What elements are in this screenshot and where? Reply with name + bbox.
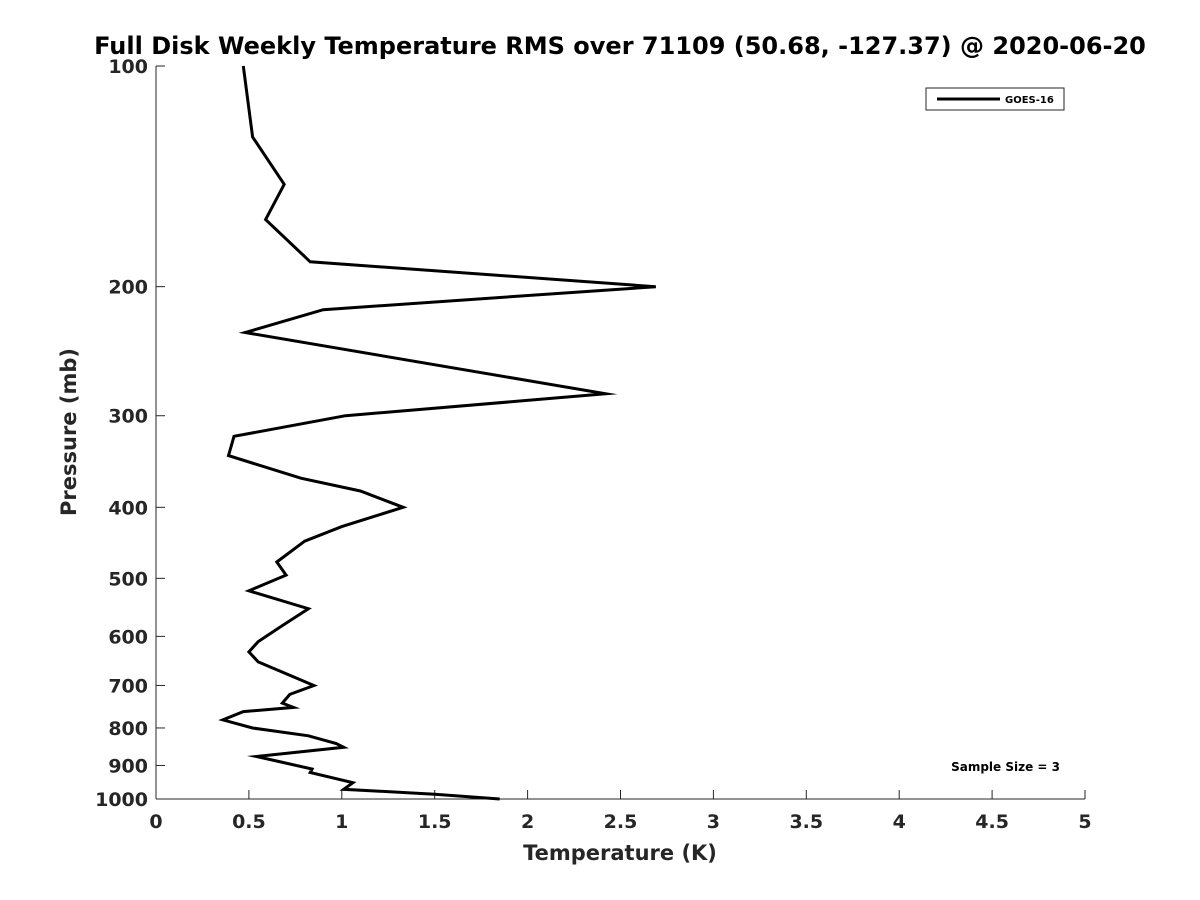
x-tick-label: 1 bbox=[335, 811, 348, 833]
legend: GOES-16 bbox=[925, 87, 1065, 111]
y-tick-label: 200 bbox=[108, 277, 148, 299]
x-tick-label: 2.5 bbox=[604, 811, 638, 833]
x-tick-label: 0.5 bbox=[232, 811, 266, 833]
series-line-goes-16 bbox=[218, 65, 656, 801]
x-tick-label: 2 bbox=[521, 811, 534, 833]
x-tick-label: 4.5 bbox=[975, 811, 1009, 833]
plot-area: 0 0.5 1 1.5 2 2.5 3 3.5 4 4.5 5 100 200 300 400 500 600… bbox=[95, 56, 1092, 833]
x-axis-ticks: 0 0.5 1 1.5 2 2.5 3 3.5 4 4.5 5 bbox=[149, 790, 1092, 833]
x-tick-label: 3 bbox=[707, 811, 720, 833]
y-tick-label: 1000 bbox=[95, 789, 148, 811]
x-tick-label: 5 bbox=[1078, 811, 1091, 833]
sample-size-annotation: Sample Size = 3 bbox=[951, 760, 1060, 774]
legend-label-goes-16: GOES-16 bbox=[1005, 95, 1054, 106]
series-layer bbox=[218, 65, 656, 801]
x-tick-label: 4 bbox=[893, 811, 906, 833]
x-tick-label: 3.5 bbox=[789, 811, 823, 833]
y-tick-label: 800 bbox=[108, 718, 148, 740]
y-tick-label: 900 bbox=[108, 755, 148, 777]
x-tick-label: 1.5 bbox=[418, 811, 452, 833]
y-axis-ticks: 100 200 300 400 500 600 700 800 900 1000 bbox=[95, 56, 165, 811]
y-tick-label: 700 bbox=[108, 675, 148, 697]
x-tick-label: 0 bbox=[149, 811, 162, 833]
y-tick-label: 500 bbox=[108, 568, 148, 590]
y-tick-label: 100 bbox=[108, 56, 148, 78]
x-axis-label: Temperature (K) bbox=[523, 841, 717, 865]
y-tick-label: 600 bbox=[108, 626, 148, 648]
y-tick-label: 300 bbox=[108, 406, 148, 428]
y-axis-label: Pressure (mb) bbox=[57, 348, 81, 516]
chart-title: Full Disk Weekly Temperature RMS over 71… bbox=[94, 32, 1146, 60]
y-tick-label: 400 bbox=[108, 497, 148, 519]
